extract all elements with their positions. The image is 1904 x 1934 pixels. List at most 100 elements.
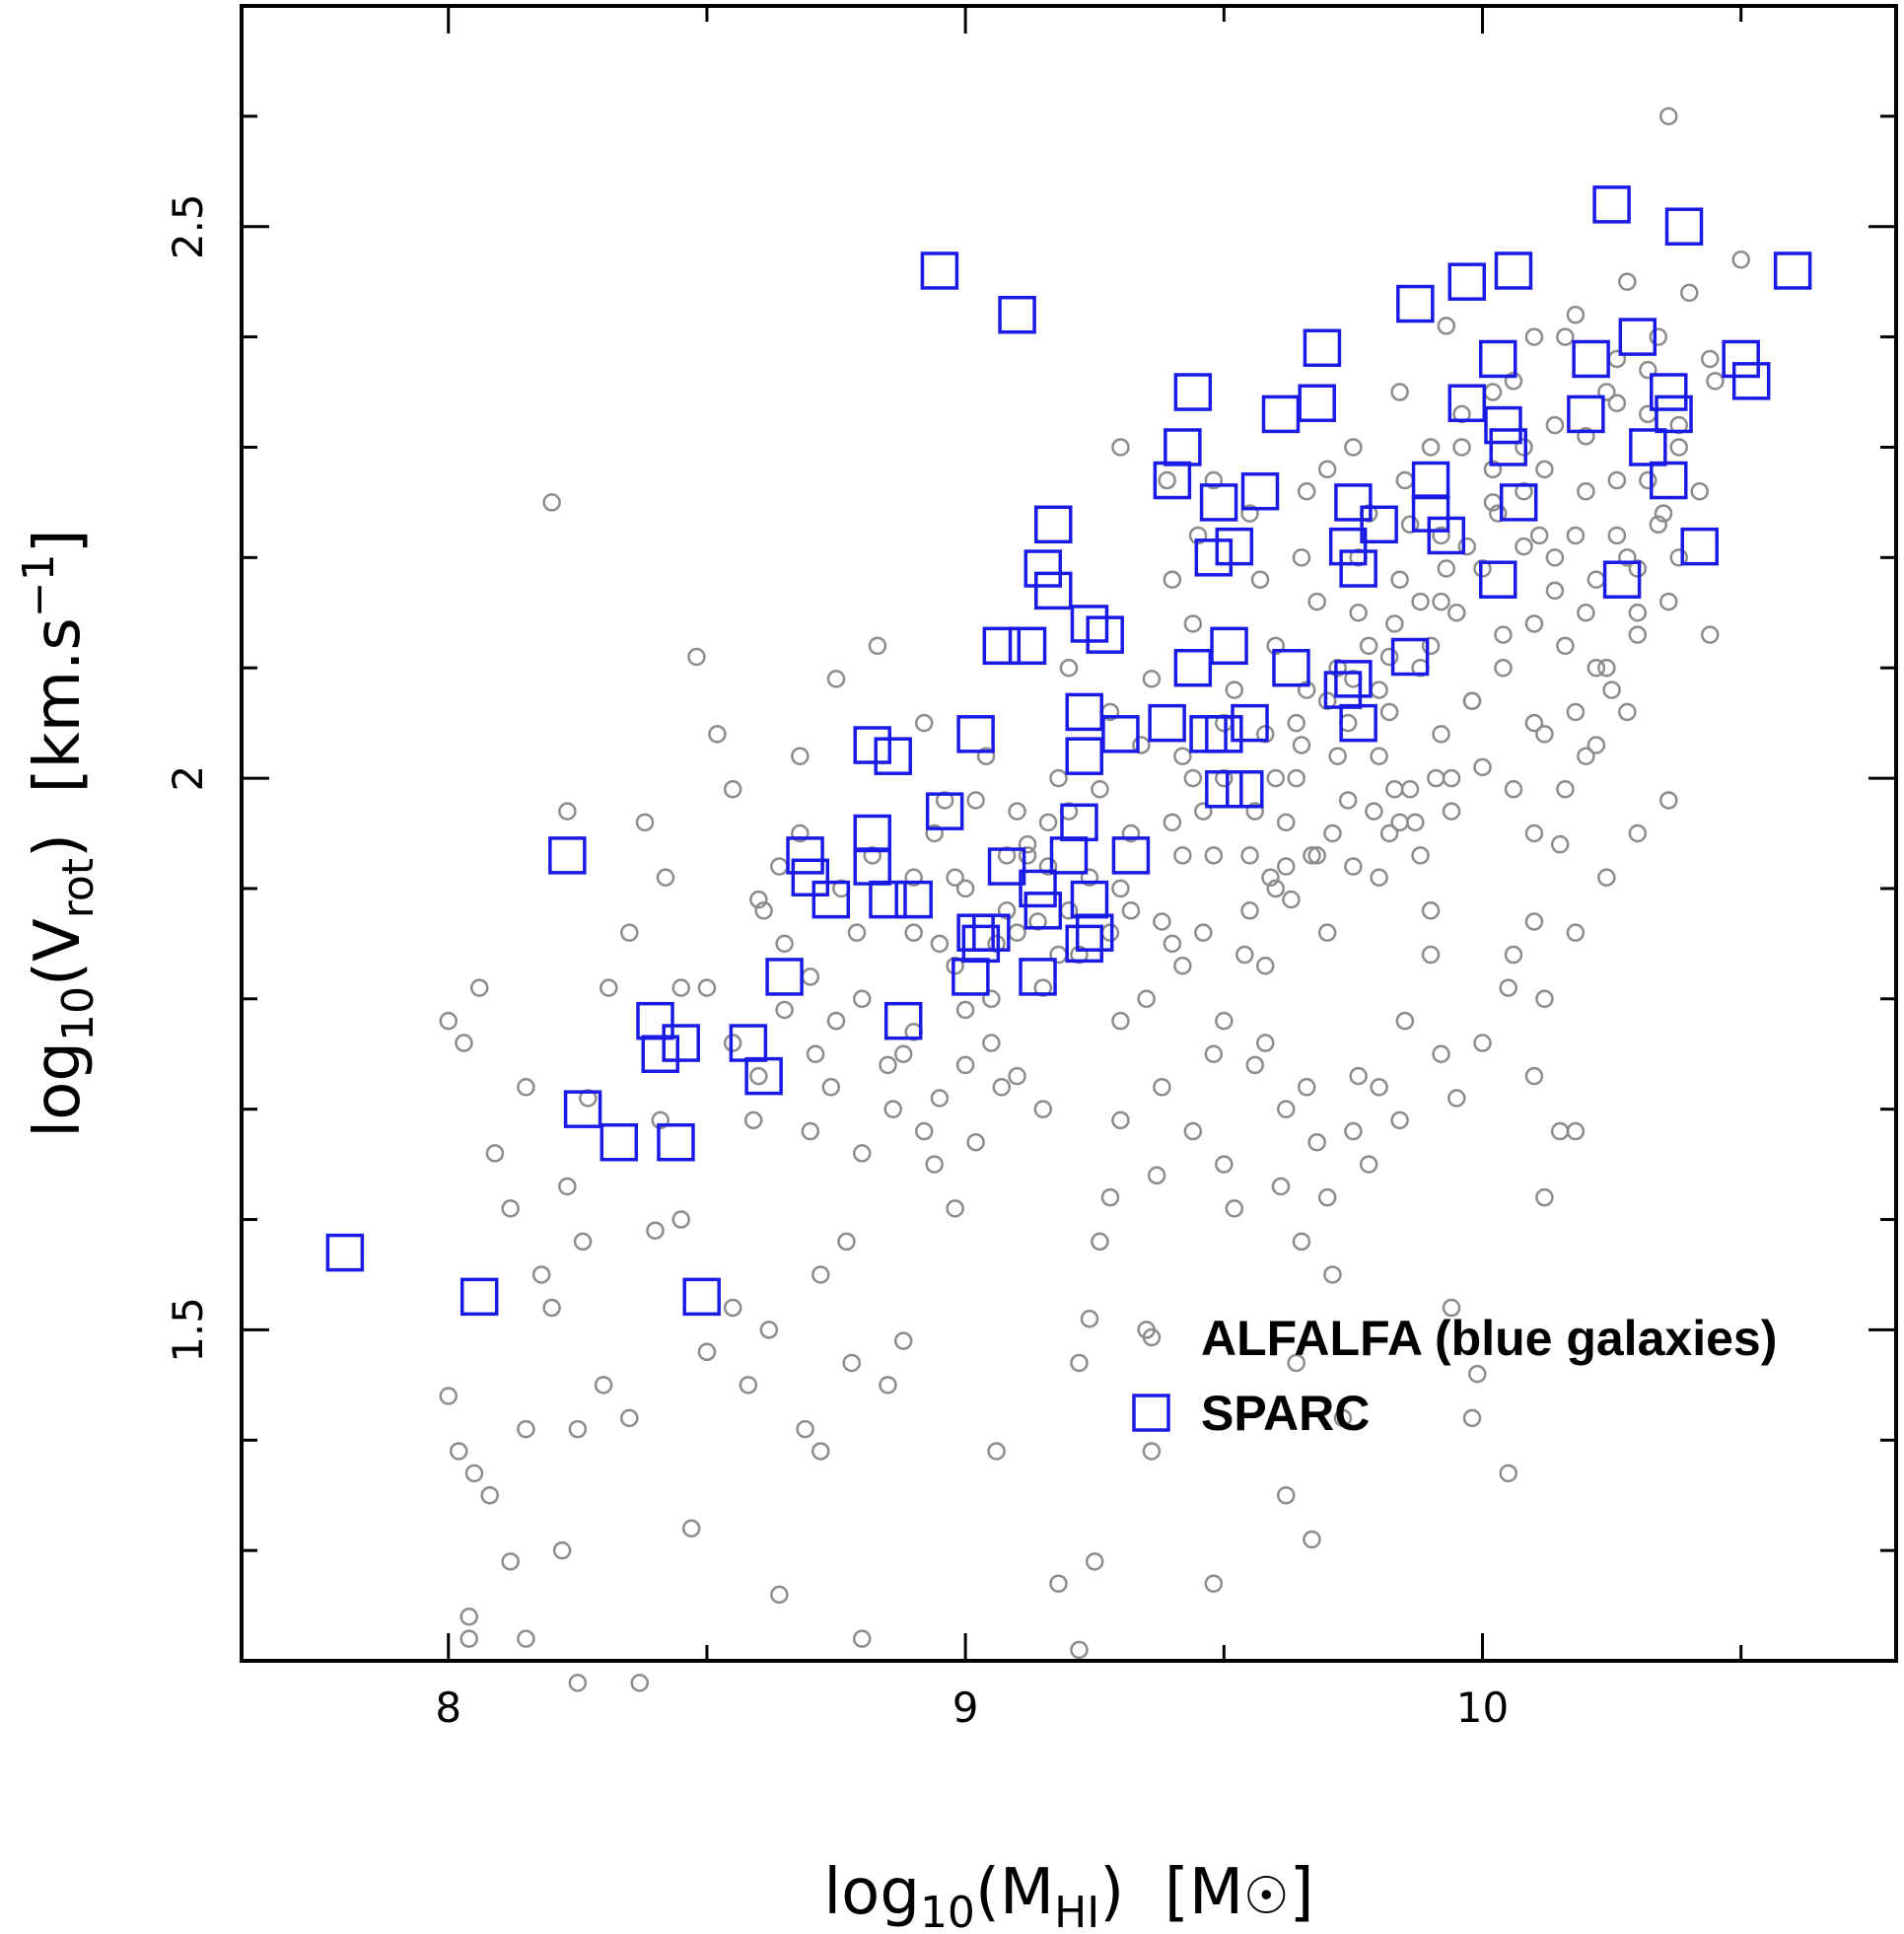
alfalfa-point: [1385, 614, 1404, 633]
sparc-point: [1101, 715, 1140, 753]
sparc-point: [1226, 770, 1264, 809]
alfalfa-point: [1018, 834, 1037, 854]
alfalfa-point: [1577, 427, 1595, 446]
alfalfa-point: [1577, 481, 1595, 501]
alfalfa-point: [1173, 747, 1192, 765]
alfalfa-point: [1317, 1187, 1337, 1207]
alfalfa-point: [992, 1078, 1012, 1097]
y-tick-label: 2: [164, 765, 212, 792]
alfalfa-point: [811, 1265, 830, 1284]
alfalfa-point: [1442, 802, 1461, 821]
alfalfa-point: [1292, 1232, 1311, 1252]
alfalfa-point: [1499, 1464, 1517, 1483]
sparc-point: [1065, 924, 1103, 964]
alfalfa-point: [1173, 846, 1192, 865]
legend-label-sparc: SPARC: [1201, 1386, 1370, 1441]
alfalfa-point: [1597, 383, 1616, 401]
alfalfa-point: [1344, 857, 1363, 876]
alfalfa-point: [837, 1232, 856, 1252]
alfalfa-point: [914, 1121, 934, 1141]
sparc-point: [1334, 483, 1373, 522]
alfalfa-point: [1618, 702, 1637, 722]
alfalfa-point: [469, 978, 489, 997]
alfalfa-point: [1008, 802, 1026, 821]
alfalfa-point: [1379, 647, 1399, 667]
plot-frame: [240, 4, 1898, 1663]
alfalfa-point: [853, 1629, 872, 1648]
alfalfa-point: [1457, 537, 1477, 556]
alfalfa-point: [723, 1034, 742, 1052]
alfalfa-point: [620, 923, 639, 942]
sparc-point: [1008, 626, 1047, 666]
alfalfa-point: [1390, 1110, 1409, 1130]
alfalfa-point: [1008, 1066, 1026, 1086]
alfalfa-point: [1317, 460, 1337, 479]
alfalfa-point: [1245, 1055, 1265, 1075]
alfalfa-point: [1359, 1155, 1378, 1174]
alfalfa-point: [801, 1121, 820, 1141]
alfalfa-point: [1556, 636, 1575, 656]
alfalfa-point: [1639, 360, 1657, 380]
sparc-point: [636, 1001, 674, 1040]
alfalfa-point: [1163, 813, 1182, 832]
alfalfa-point: [1654, 504, 1673, 523]
alfalfa-point: [1515, 537, 1533, 556]
alfalfa-point: [1566, 702, 1586, 722]
sparc-point: [657, 1122, 695, 1162]
sparc-point: [459, 1277, 499, 1317]
sparc-point: [853, 814, 891, 853]
alfalfa-point: [501, 1199, 520, 1218]
alfalfa-point: [1437, 559, 1456, 578]
alfalfa-point: [630, 1674, 650, 1692]
sparc-point: [1411, 461, 1450, 500]
alfalfa-point: [464, 1464, 484, 1483]
alfalfa-point: [1524, 1066, 1544, 1086]
alfalfa-point: [743, 1110, 763, 1130]
alfalfa-point: [1524, 614, 1544, 633]
alfalfa-point: [1111, 1110, 1130, 1130]
alfalfa-point: [1297, 680, 1316, 699]
alfalfa-point: [708, 725, 727, 744]
alfalfa-point: [1432, 725, 1450, 744]
alfalfa-point: [1215, 1011, 1234, 1031]
alfalfa-point: [1163, 570, 1182, 589]
alfalfa-point: [811, 1442, 830, 1461]
alfalfa-point: [1437, 317, 1456, 335]
alfalfa-point: [501, 1552, 520, 1571]
alfalfa-point: [976, 747, 996, 765]
alfalfa-point: [1121, 824, 1141, 843]
alfalfa-point: [656, 868, 675, 887]
alfalfa-point: [1483, 383, 1503, 401]
alfalfa-point: [1607, 526, 1627, 545]
alfalfa-point: [517, 1078, 535, 1097]
axis-tick-labels: 8 9 10 1.5 2 2.5: [164, 193, 1509, 1732]
alfalfa-point: [1049, 1574, 1068, 1593]
alfalfa-point: [1442, 768, 1461, 788]
alfalfa-point: [1669, 438, 1689, 457]
sparc-point: [925, 792, 964, 830]
alfalfa-point: [439, 1387, 458, 1405]
sparc-point: [1447, 262, 1487, 301]
alfalfa-point: [1307, 1132, 1326, 1152]
alfalfa-point: [1587, 570, 1606, 589]
sparc-point: [1034, 505, 1073, 544]
alfalfa-point: [1504, 372, 1523, 391]
alfalfa-point: [459, 1629, 478, 1648]
alfalfa-point: [1524, 912, 1544, 931]
alfalfa-point: [1618, 548, 1637, 567]
alfalfa-point: [681, 1519, 701, 1539]
alfalfa-point: [925, 824, 944, 843]
alfalfa-point: [1468, 1364, 1487, 1384]
alfalfa-point: [754, 901, 773, 920]
alfalfa-point: [801, 967, 820, 986]
alfalfa-point: [1545, 415, 1565, 435]
alfalfa-point: [868, 636, 887, 656]
alfalfa-point: [1245, 802, 1265, 821]
alfalfa-point: [1153, 912, 1171, 931]
alfalfa-point: [759, 1321, 779, 1339]
alfalfa-point: [1628, 824, 1648, 843]
alfalfa-point: [1535, 989, 1554, 1009]
alfalfa-point: [966, 791, 985, 810]
sparc-point: [1164, 428, 1202, 466]
sparc-point: [641, 1035, 679, 1073]
